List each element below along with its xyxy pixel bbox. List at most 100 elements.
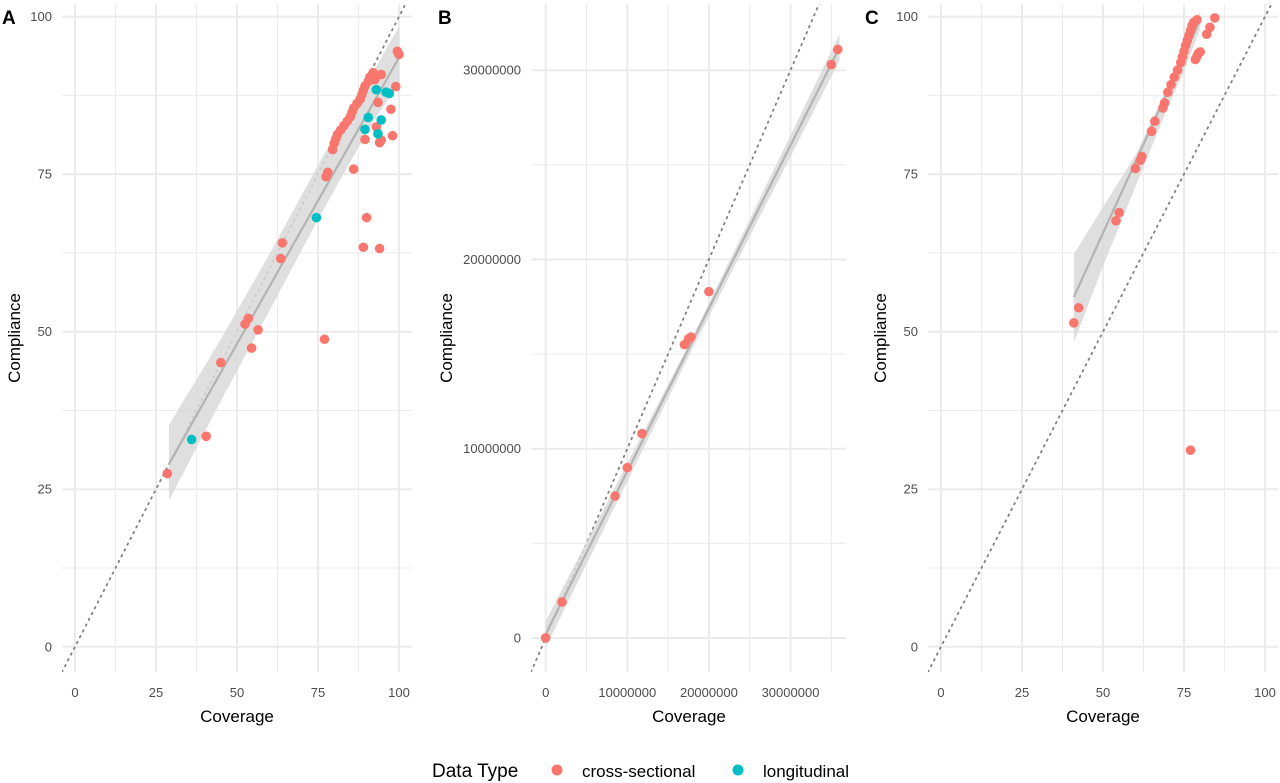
x-tick-label: 50 <box>1096 685 1110 700</box>
data-point-cross-sectional <box>275 253 286 264</box>
x-tick-label: 0 <box>937 685 944 700</box>
data-point-cross-sectional <box>686 332 696 342</box>
data-point-longitudinal <box>360 124 370 135</box>
y-axis-title: Compliance <box>437 293 456 383</box>
data-point-cross-sectional <box>1163 87 1173 98</box>
y-tick-label: 0 <box>514 630 521 645</box>
x-axis-title: Coverage <box>200 707 274 726</box>
data-point-longitudinal <box>373 129 383 139</box>
y-tick-label: 75 <box>904 167 918 182</box>
y-axis-title: Compliance <box>5 293 24 383</box>
data-point-cross-sectional <box>366 73 377 84</box>
x-axis-title: Coverage <box>652 707 726 726</box>
x-tick-label: 50 <box>230 685 244 700</box>
identity-line <box>928 4 1273 672</box>
data-point-longitudinal <box>371 84 382 95</box>
data-point-cross-sectional <box>246 343 257 353</box>
y-tick-label: 25 <box>38 482 52 497</box>
panel-a: 0 25 50 75 100 0 25 50 75 100 Coverage Compliance A <box>2 4 412 726</box>
x-tick-label: 30000000 <box>762 685 820 700</box>
data-point-cross-sectional <box>387 130 398 141</box>
data-point-cross-sectional <box>1210 13 1220 23</box>
y-tick-label: 100 <box>30 9 52 24</box>
data-point-cross-sectional <box>386 104 396 115</box>
data-point-cross-sectional <box>322 167 333 178</box>
panel-letter: A <box>2 8 16 29</box>
data-point-cross-sectional <box>1185 445 1196 455</box>
data-point-cross-sectional <box>557 597 567 607</box>
data-point-longitudinal <box>376 115 387 125</box>
data-point-cross-sectional <box>1195 47 1206 57</box>
y-tick-label: 10000000 <box>463 441 521 456</box>
data-point-longitudinal <box>311 212 322 223</box>
series-longitudinal <box>186 84 395 445</box>
data-point-cross-sectional <box>358 242 369 253</box>
panel-b: 0 10000000 20000000 30000000 0 10000000 200000… <box>437 4 846 726</box>
data-point-cross-sectional <box>361 212 372 223</box>
panel-letter: B <box>438 8 452 29</box>
y-axis-title: Compliance <box>871 293 890 383</box>
data-point-cross-sectional <box>277 238 288 248</box>
series-cross-sectional <box>1069 13 1220 455</box>
y-tick-label: 50 <box>38 324 52 339</box>
data-point-cross-sectional <box>360 134 370 145</box>
data-point-cross-sectional <box>1172 65 1183 75</box>
data-point-cross-sectional <box>390 81 401 92</box>
series-cross-sectional <box>162 46 404 479</box>
data-point-cross-sectional <box>1069 318 1079 328</box>
data-point-cross-sectional <box>826 59 837 70</box>
data-point-cross-sectional <box>1137 151 1147 162</box>
data-point-cross-sectional <box>1205 22 1215 33</box>
legend-title: Data Type <box>432 761 518 782</box>
data-point-cross-sectional <box>201 431 212 442</box>
data-point-cross-sectional <box>1166 79 1176 90</box>
x-tick-label: 100 <box>388 685 410 700</box>
legend: Data Type cross-sectional longitudinal <box>432 761 849 782</box>
legend-label-longitudinal: longitudinal <box>763 762 849 781</box>
data-point-cross-sectional <box>1130 163 1141 174</box>
data-point-cross-sectional <box>253 325 263 335</box>
y-tick-label: 50 <box>904 324 918 339</box>
data-point-cross-sectional <box>1111 215 1121 226</box>
y-tick-label: 0 <box>911 639 918 654</box>
x-tick-label: 75 <box>311 685 325 700</box>
data-point-cross-sectional <box>376 69 387 80</box>
data-point-cross-sectional <box>833 44 843 55</box>
x-tick-label: 25 <box>1015 685 1029 700</box>
data-point-cross-sectional <box>1150 116 1160 127</box>
data-point-cross-sectional <box>319 334 330 345</box>
panels: 0 25 50 75 1000255075100CoverageComplianceA0… <box>2 4 1278 726</box>
data-point-cross-sectional <box>540 633 551 643</box>
x-tick-label: 75 <box>1177 685 1191 700</box>
data-point-cross-sectional <box>1159 98 1170 108</box>
data-point-longitudinal <box>384 88 395 99</box>
panel-c: 0 25 50 75 100 0 25 50 75 100 Coverage Compliance C <box>865 4 1278 726</box>
data-point-longitudinal <box>363 112 374 123</box>
y-tick-label: 75 <box>38 167 52 182</box>
x-tick-label: 20000000 <box>680 685 738 700</box>
data-point-cross-sectional <box>374 243 385 254</box>
identity-line <box>531 4 821 672</box>
data-point-cross-sectional <box>243 313 254 324</box>
confidence-ribbon <box>168 26 400 501</box>
data-point-cross-sectional <box>622 462 633 473</box>
y-tick-label: 100 <box>896 9 918 24</box>
y-tick-label: 0 <box>45 639 52 654</box>
series-cross-sectional <box>540 44 843 643</box>
data-point-cross-sectional <box>394 49 404 60</box>
x-axis-title: Coverage <box>1066 707 1140 726</box>
data-point-cross-sectional <box>637 428 647 439</box>
x-tick-label: 25 <box>149 685 163 700</box>
x-tick-label: 0 <box>542 685 549 700</box>
data-point-cross-sectional <box>704 286 714 297</box>
data-point-cross-sectional <box>215 357 226 368</box>
data-point-longitudinal <box>186 434 197 445</box>
x-tick-label: 0 <box>71 685 78 700</box>
legend-label-cross-sectional: cross-sectional <box>582 762 695 781</box>
data-point-cross-sectional <box>1114 207 1125 218</box>
data-point-cross-sectional <box>1192 14 1202 25</box>
legend-key-longitudinal <box>732 764 744 776</box>
y-tick-label: 25 <box>904 482 918 497</box>
x-tick-label: 10000000 <box>598 685 656 700</box>
